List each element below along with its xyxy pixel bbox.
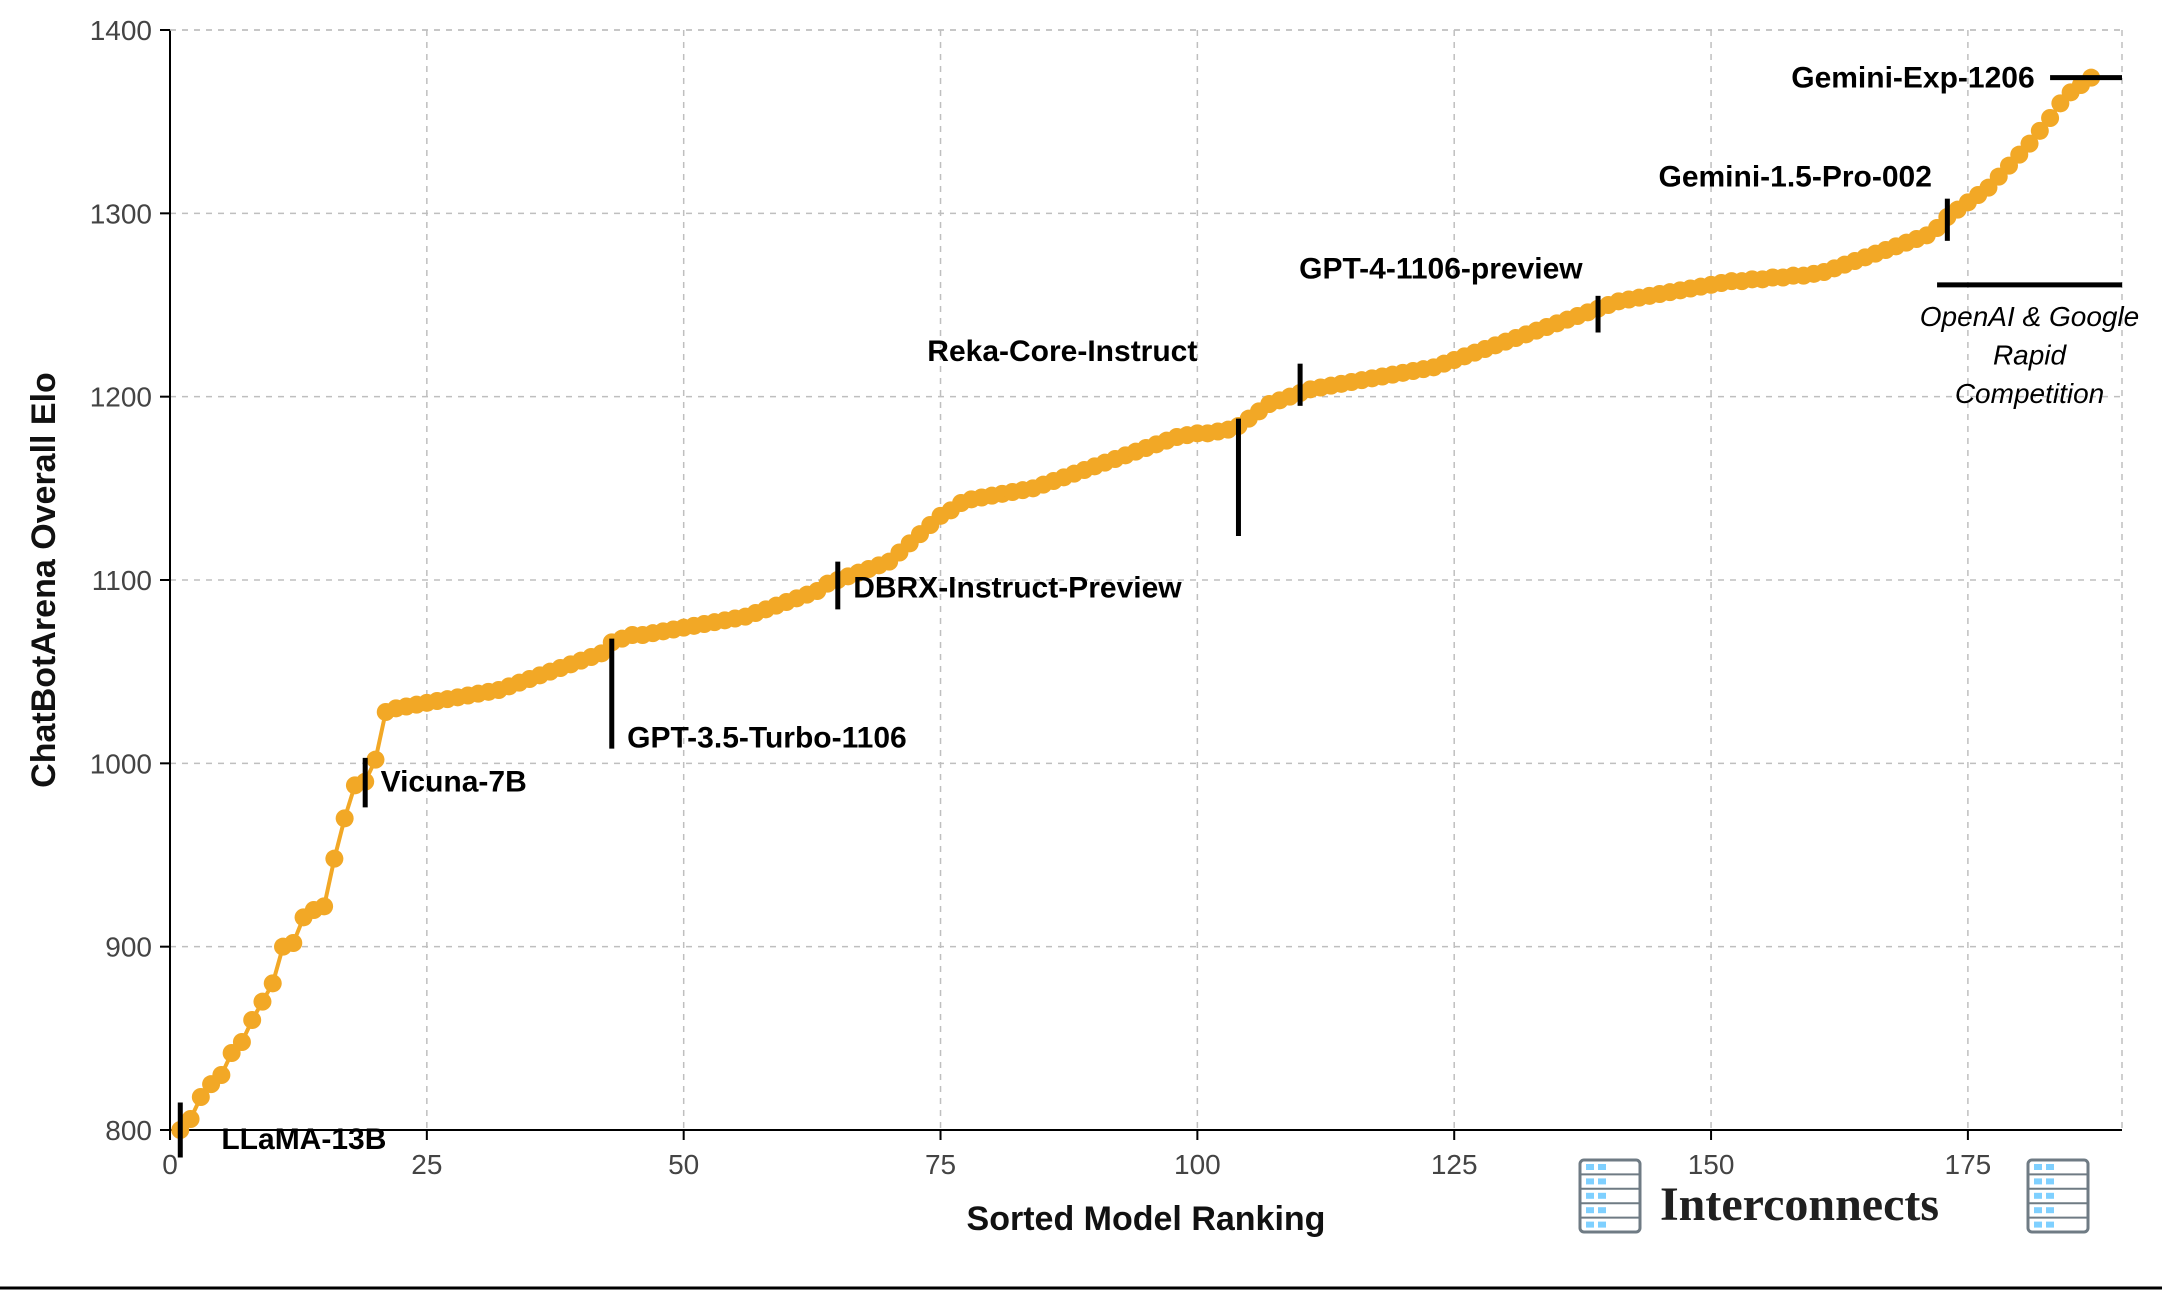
callout-label-gpt35: GPT-3.5-Turbo-1106 bbox=[627, 722, 907, 755]
elo-marker bbox=[253, 993, 271, 1011]
bracket-label-line: Rapid bbox=[1993, 339, 2068, 370]
callout-label-gemini15: Gemini-1.5-Pro-002 bbox=[1658, 161, 1931, 194]
elo-marker bbox=[233, 1033, 251, 1051]
elo-marker bbox=[182, 1110, 200, 1128]
elo-marker bbox=[336, 809, 354, 827]
y-tick-label: 1000 bbox=[90, 748, 152, 779]
y-tick-label: 1400 bbox=[90, 15, 152, 46]
callout-label-llama13b: LLaMA-13B bbox=[221, 1123, 386, 1156]
elo-marker bbox=[243, 1011, 261, 1029]
bracket-label-line: Competition bbox=[1955, 378, 2104, 409]
y-tick-label: 1300 bbox=[90, 198, 152, 229]
y-tick-label: 1100 bbox=[92, 565, 152, 596]
elo-marker bbox=[284, 934, 302, 952]
y-axis-label: ChatBotArena Overall Elo bbox=[25, 372, 63, 788]
callout-label-reka: Reka-Core-Instruct bbox=[927, 335, 1197, 368]
x-tick-label: 50 bbox=[668, 1149, 699, 1180]
y-tick-label: 900 bbox=[105, 932, 152, 963]
x-tick-label: 75 bbox=[925, 1149, 956, 1180]
x-tick-label: 175 bbox=[1945, 1149, 1992, 1180]
callout-label-vicuna7b: Vicuna-7B bbox=[381, 766, 527, 799]
branding-text: Interconnects bbox=[1660, 1178, 1939, 1231]
x-tick-label: 25 bbox=[411, 1149, 442, 1180]
x-tick-label: 0 bbox=[162, 1149, 178, 1180]
callout-label-geminiexp: Gemini-Exp-1206 bbox=[1791, 62, 2034, 95]
elo-marker bbox=[315, 897, 333, 915]
elo-marker bbox=[2041, 109, 2059, 127]
callout-label-gpt4p: GPT-4-1106-preview bbox=[1299, 252, 1583, 285]
bracket-label-line: OpenAI & Google bbox=[1920, 301, 2139, 332]
chart-container: 0 25 50 75 100 125 150 175 800 900 1000 1100 1200 130… bbox=[0, 0, 2162, 1290]
y-tick-label: 800 bbox=[105, 1115, 152, 1146]
y-tick-label: 1200 bbox=[90, 382, 152, 413]
x-tick-label: 100 bbox=[1174, 1149, 1221, 1180]
elo-marker bbox=[212, 1066, 230, 1084]
x-axis-label: Sorted Model Ranking bbox=[967, 1200, 1326, 1238]
callout-label-dbrx: DBRX-Instruct-Preview bbox=[853, 571, 1182, 604]
x-tick-label: 150 bbox=[1688, 1149, 1735, 1180]
elo-marker bbox=[264, 974, 282, 992]
elo-marker bbox=[325, 850, 343, 868]
x-tick-label: 125 bbox=[1431, 1149, 1478, 1180]
elo-chart-svg: 0 25 50 75 100 125 150 175 800 900 1000 1100 1200 130… bbox=[0, 0, 2162, 1290]
